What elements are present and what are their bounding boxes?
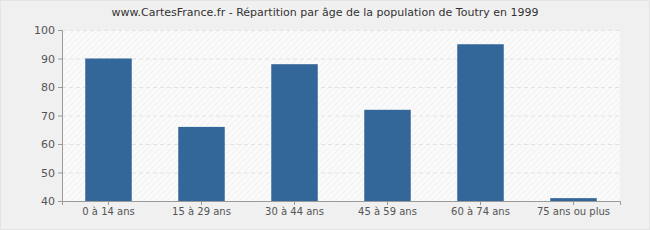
grid-line [62,144,620,145]
title: www.CartesFrance.fr - Répartition par âg… [112,6,539,19]
y-tick-label: 100 [34,24,55,37]
y-tick: 60 [41,138,62,151]
background [1,1,650,230]
grid-line [62,30,620,31]
x-tick: 15 à 29 ans [172,201,231,217]
x-tick: 60 à 74 ans [451,201,510,217]
grid-line [62,87,620,88]
y-tick: 70 [41,110,62,123]
x-tick: 45 à 59 ans [358,201,417,217]
x-tick-label: 30 à 44 ans [265,206,324,217]
x-tick-label: 75 ans ou plus [537,206,610,217]
y-tick-label: 80 [41,81,55,94]
y-tick-label: 50 [41,167,55,180]
y-tick: 40 [41,195,62,208]
x-tick-mark [108,201,109,205]
y-tick-mark [58,173,62,174]
bar [178,127,225,201]
y-tick-label: 40 [41,195,55,208]
x-tick-label: 45 à 59 ans [358,206,417,217]
grid-line [62,59,620,60]
bar [364,110,411,201]
y-tick-mark [58,59,62,60]
x-tick-mark [294,201,295,205]
y-tick-label: 70 [41,110,55,123]
y-tick-mark [58,201,62,202]
x-tick-mark [201,201,202,205]
x-tick-mark [480,201,481,205]
bar [550,198,597,201]
plot-area [62,30,620,201]
x-tick-mark [573,201,574,205]
grid-line [62,116,620,117]
y-tick-mark [58,144,62,145]
y-tick-mark [58,30,62,31]
chart: www.CartesFrance.fr - Répartition par âg… [0,0,650,230]
y-tick: 90 [41,53,62,66]
y-axis-line [58,31,63,202]
x-tick-label: 15 à 29 ans [172,206,231,217]
y-tick-mark [58,116,62,117]
bar [457,44,504,201]
x-tick-mark [387,201,388,205]
x-tick-label: 0 à 14 ans [82,206,134,217]
x-tick: 75 ans ou plus [537,201,610,217]
y-tick: 50 [41,167,62,180]
y-tick-mark [58,87,62,88]
grid-line [62,173,620,174]
y-tick: 80 [41,81,62,94]
x-tick: 0 à 14 ans [82,201,134,217]
x-tick-label: 60 à 74 ans [451,206,510,217]
bar [85,59,132,202]
y-tick-label: 90 [41,53,55,66]
x-axis-line [63,202,621,206]
y-tick-label: 60 [41,138,55,151]
y-tick: 100 [34,24,62,37]
bar [271,64,318,201]
bars [85,44,597,201]
x-tick: 30 à 44 ans [265,201,324,217]
